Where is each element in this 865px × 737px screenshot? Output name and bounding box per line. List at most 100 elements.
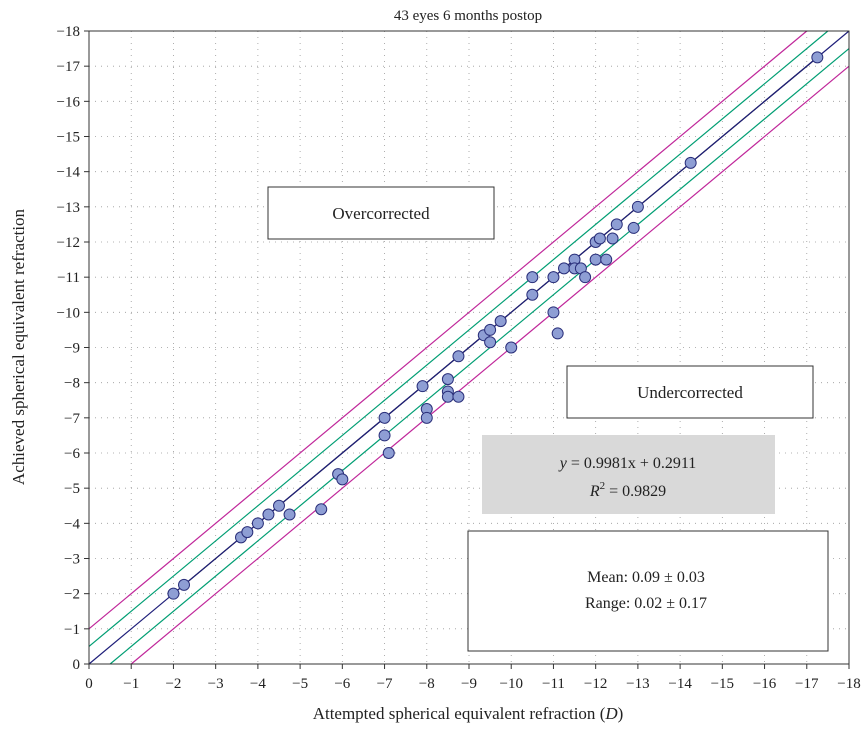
y-tick-label: −18 [57, 24, 80, 40]
data-point [378, 429, 391, 442]
y-tick-label: −2 [64, 587, 80, 603]
y-tick-label: −14 [57, 165, 81, 181]
x-tick-label: −9 [461, 676, 477, 692]
x-tick-label: −11 [542, 676, 565, 692]
x-tick-label: −16 [753, 676, 777, 692]
x-tick-label: −18 [837, 676, 860, 692]
data-point [627, 221, 640, 234]
x-tick-label: −14 [668, 676, 692, 692]
data-point [606, 232, 619, 245]
x-tick-label: −17 [795, 676, 819, 692]
x-tick-label: −12 [584, 676, 607, 692]
overcorrected-box [267, 186, 495, 240]
data-point [484, 323, 497, 336]
y-axis-title: Achieved spherical equivalent refraction [9, 208, 28, 485]
y-tick-label: −6 [64, 446, 80, 462]
stats-box [467, 530, 829, 652]
data-point [273, 499, 285, 512]
tick-labels: 0 −1 −2 −3 −4 −5 −6 −7 −8 −9 −10 −11 −12 −13 −14 −15 −16… [57, 24, 861, 692]
data-point [811, 51, 824, 64]
x-tick-label: −1 [123, 676, 139, 692]
x-tick-label: −5 [292, 676, 308, 692]
overcorrected-label: Overcorrected [332, 204, 430, 223]
reference-line-minus-1.0 [130, 65, 850, 665]
data-point [526, 271, 539, 284]
data-point [593, 232, 606, 245]
data-point [579, 271, 592, 284]
undercorrected-label: Undercorrected [637, 383, 743, 402]
x-tick-label: −8 [419, 676, 435, 692]
y-tick-label: −15 [57, 130, 80, 146]
range-label: Range: 0.02 ± 0.17 [585, 595, 707, 612]
y-tick-label: −12 [57, 235, 80, 251]
data-point [551, 327, 564, 340]
data-point [631, 200, 644, 213]
reference-lines [88, 30, 850, 665]
regression-equation-box [482, 435, 775, 514]
y-tick-label: −9 [64, 341, 80, 357]
y-tick-label: −17 [57, 59, 81, 75]
data-point [441, 390, 454, 403]
y-tick-label: −4 [64, 516, 80, 532]
data-point [547, 271, 560, 284]
x-tick-label: 0 [85, 676, 93, 692]
data-point [452, 390, 465, 403]
x-tick-label: −3 [208, 676, 224, 692]
y-tick-label: −5 [64, 481, 80, 497]
x-tick-label: −10 [499, 676, 522, 692]
data-point [241, 526, 254, 539]
reference-line-minus-0.5 [109, 48, 850, 665]
x-tick-label: −15 [711, 676, 734, 692]
data-point [382, 447, 395, 459]
regression-equation: y = 0.9981x + 0.2911 [558, 455, 697, 472]
data-point [336, 473, 349, 486]
data-point [526, 288, 539, 301]
data-point [251, 517, 264, 530]
data-point [167, 587, 180, 600]
x-tick-label: −6 [334, 676, 350, 692]
y-tick-label: −11 [57, 270, 80, 286]
r2-value: = 0.9829 [605, 483, 666, 500]
data-point [315, 503, 328, 516]
y-tick-label: −8 [64, 376, 80, 392]
r-squared: R2 = 0.9829 [589, 480, 666, 500]
data-point [484, 336, 497, 349]
x-axis-title-text: Attempted spherical equivalent refractio… [313, 704, 596, 723]
data-point [589, 253, 602, 266]
chart-title: 43 eyes 6 months postop [394, 8, 542, 24]
reference-line-plus-1.0 [88, 30, 808, 630]
y-tick-label: 0 [73, 657, 81, 673]
equation-rest: = 0.9981x + 0.2911 [567, 455, 696, 472]
mean-label: Mean: 0.09 ± 0.03 [587, 569, 705, 586]
data-point [494, 315, 507, 328]
reference-line-plus-0.5 [88, 30, 829, 647]
x-tick-label: −4 [250, 676, 266, 692]
data-point [420, 411, 433, 424]
data-point [283, 508, 296, 521]
data-point [684, 156, 697, 169]
y-tick-label: −7 [64, 411, 80, 427]
x-tick-label: −2 [165, 676, 181, 692]
x-axis-title: Attempted spherical equivalent refractio… [313, 704, 624, 723]
x-axis-unit: D [604, 704, 618, 723]
x-tick-label: −7 [377, 676, 393, 692]
axis-ticks [84, 30, 850, 669]
y-tick-label: −3 [64, 552, 80, 568]
r2-sup: 2 [600, 480, 606, 492]
y-tick-label: −1 [64, 622, 80, 638]
undercorrected-box [566, 365, 814, 419]
data-point [547, 306, 560, 319]
y-tick-label: −16 [57, 94, 81, 110]
y-tick-label: −13 [57, 200, 80, 216]
x-tick-label: −13 [626, 676, 649, 692]
data-points [167, 51, 824, 600]
y-tick-label: −10 [57, 305, 80, 321]
data-point [441, 373, 454, 386]
r2-label: R [589, 483, 600, 500]
data-point [505, 341, 518, 354]
data-point [558, 262, 570, 275]
equation-y: y [558, 455, 568, 472]
data-point [416, 380, 429, 393]
data-point [378, 411, 391, 424]
